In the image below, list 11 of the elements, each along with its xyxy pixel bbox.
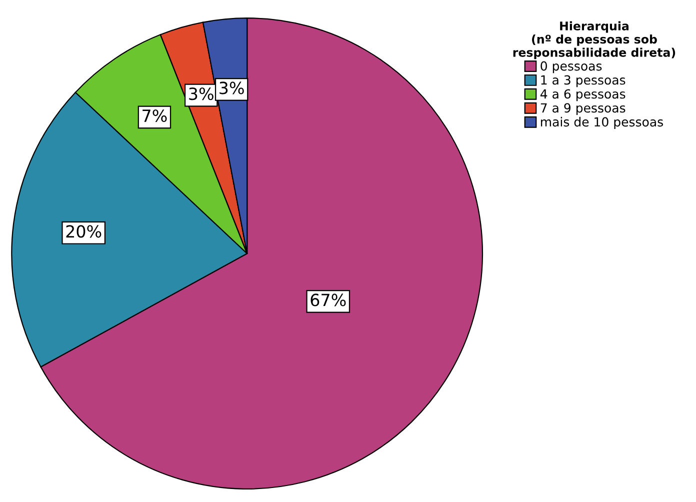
legend-label: 7 a 9 pessoas: [540, 103, 626, 116]
data-label: 20%: [66, 225, 102, 238]
data-label: 3%: [220, 82, 244, 94]
data-label: 67%: [310, 294, 346, 306]
legend-label: 4 a 6 pessoas: [540, 89, 626, 102]
legend-label: mais de 10 pessoas: [540, 116, 663, 130]
legend-title: Hierarquia (nº de pessoas sob responsabilidade direta): [513, 21, 676, 60]
data-label: 3%: [189, 87, 214, 100]
legend-label: 0 pessoas: [540, 61, 602, 74]
data-label: 7%: [142, 109, 167, 122]
legend-label: 1 a 3 pessoas: [541, 75, 626, 88]
